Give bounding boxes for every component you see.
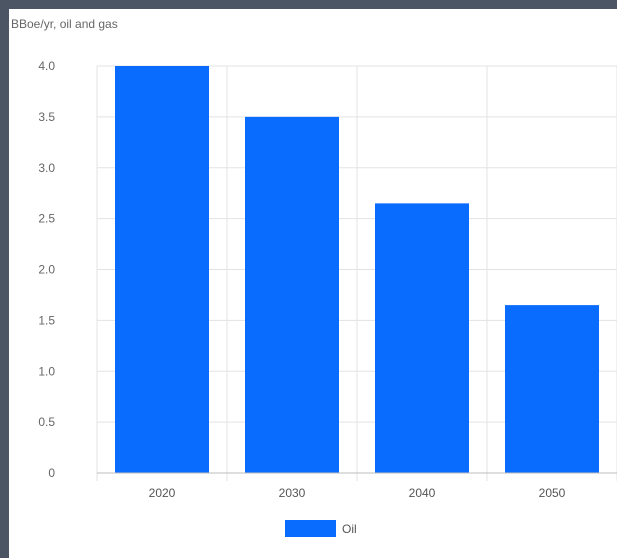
x-tick-label: 2030 (279, 486, 306, 500)
y-tick-label: 0 (48, 466, 55, 480)
y-tick-label: 2.5 (38, 212, 55, 226)
y-tick-label: 4.0 (38, 59, 55, 73)
bar-2040 (375, 203, 469, 474)
y-tick-label: 1.5 (38, 313, 55, 327)
x-tick-label: 2040 (409, 486, 436, 500)
unit-label: BBoe/yr, oil and gas (11, 17, 118, 31)
y-tick-label: 0.5 (38, 415, 55, 429)
bar-2030 (245, 116, 339, 473)
bar-2050 (505, 305, 599, 473)
legend: Oil (285, 520, 357, 537)
y-tick-label: 3.5 (38, 110, 55, 124)
y-tick-label: 2.0 (38, 263, 55, 277)
legend-label-oil: Oil (342, 521, 357, 536)
y-tick-label: 1.0 (38, 364, 55, 378)
chart-panel: BBoe/yr, oil and gas 0 0.5 1.0 1.5 2.0 2.5 3.0… (9, 9, 617, 558)
x-tick-label: 2050 (539, 486, 566, 500)
bar-2020 (115, 66, 209, 473)
y-tick-label: 3.0 (38, 161, 55, 175)
bar-chart: 0 0.5 1.0 1.5 2.0 2.5 3.0 3.5 4.0 2020 2030 2040 205… (38, 59, 617, 500)
x-tick-label: 2020 (149, 486, 176, 500)
legend-swatch-oil (285, 520, 336, 537)
